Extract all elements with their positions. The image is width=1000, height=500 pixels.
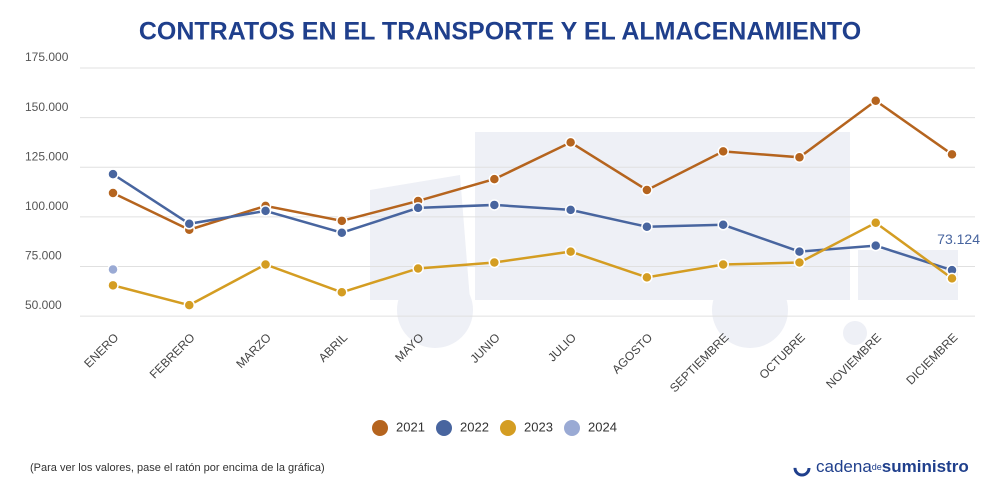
point <box>488 256 501 269</box>
point <box>183 299 196 311</box>
point <box>107 279 119 292</box>
data-label: 73.124 <box>937 231 980 247</box>
point <box>793 151 806 164</box>
x-tick-label: ABRIL <box>316 330 351 365</box>
point <box>336 226 348 239</box>
point <box>488 173 501 185</box>
y-tick-label: 75.000 <box>25 249 62 263</box>
logo-word: cadena <box>816 457 872 476</box>
point <box>946 148 958 161</box>
chart-title: CONTRATOS EN EL TRANSPORTE Y EL ALMACENA… <box>139 18 861 46</box>
point <box>107 168 119 180</box>
point <box>259 205 272 217</box>
point <box>641 184 653 196</box>
logo-icon <box>793 459 811 477</box>
legend-label: 2021 <box>396 419 425 434</box>
logo-word: de <box>872 462 882 472</box>
point <box>183 218 196 230</box>
logo: cadenadesuministro <box>793 457 969 477</box>
point <box>412 202 424 214</box>
legend-marker <box>500 420 516 436</box>
logo-text: cadenadesuministro <box>816 457 969 476</box>
point <box>412 262 424 275</box>
point <box>564 136 577 149</box>
point <box>869 217 882 229</box>
point <box>717 258 729 271</box>
point <box>793 245 806 258</box>
legend-label: 2024 <box>588 419 617 434</box>
x-tick-label: SEPTIEMBRE <box>667 330 732 395</box>
point <box>641 271 653 284</box>
point <box>717 219 729 231</box>
point <box>336 215 348 227</box>
legend-label: 2023 <box>524 419 553 434</box>
point <box>259 258 272 271</box>
point <box>946 272 958 285</box>
point <box>564 245 577 258</box>
x-tick-label: ENERO <box>81 330 121 370</box>
point <box>336 286 348 299</box>
point <box>641 221 653 233</box>
background-truck <box>370 132 958 348</box>
point <box>793 256 806 269</box>
y-tick-label: 150.000 <box>25 100 69 114</box>
point <box>564 204 577 216</box>
x-tick-label: JULIO <box>545 330 579 364</box>
legend-marker <box>564 420 580 436</box>
point <box>107 263 119 276</box>
point <box>869 239 882 252</box>
x-tick-label: JUNIO <box>467 330 502 365</box>
series-line <box>112 99 953 232</box>
series-line <box>112 173 953 272</box>
y-tick-label: 125.000 <box>25 149 69 163</box>
point <box>717 145 729 158</box>
series-line <box>112 221 953 307</box>
point <box>488 199 501 211</box>
footer-note: (Para ver los valores, pase el ratón por… <box>30 462 325 474</box>
point <box>107 187 119 199</box>
logo-word: suministro <box>882 457 969 476</box>
legend-label: 2022 <box>460 419 489 434</box>
x-tick-label: MARZO <box>233 330 274 371</box>
x-tick-label: DICIEMBRE <box>903 330 960 387</box>
y-tick-label: 100.000 <box>25 199 69 213</box>
legend-marker <box>436 420 452 436</box>
point <box>869 94 882 107</box>
x-tick-label: AGOSTO <box>609 330 655 376</box>
y-tick-label: 50.000 <box>25 298 62 312</box>
legend-marker <box>372 420 388 436</box>
y-tick-label: 175.000 <box>25 50 69 64</box>
x-tick-label: FEBRERO <box>147 330 198 381</box>
